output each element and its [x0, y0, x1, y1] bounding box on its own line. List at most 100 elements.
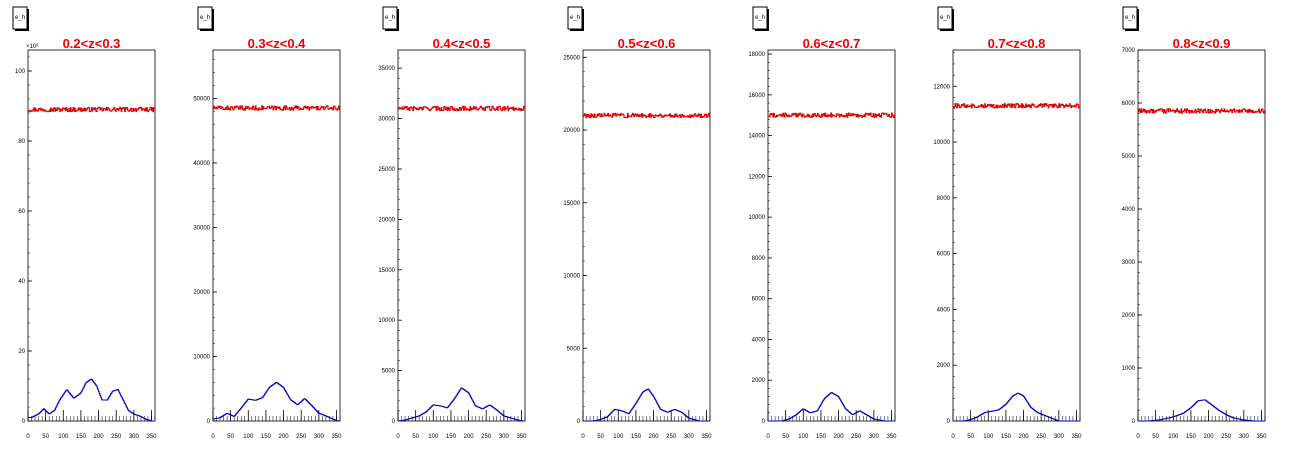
- x-tick-label: 250: [296, 434, 307, 440]
- x-tick-label: 200: [834, 434, 845, 440]
- y-tick-label: 8000: [752, 256, 766, 262]
- chart-title: 0.8<z<0.9: [1173, 36, 1231, 51]
- y-tick-label: 8000: [937, 196, 951, 202]
- y-tick-label: 40: [18, 279, 25, 285]
- y-tick-label: 2000: [752, 378, 766, 384]
- y-tick-label: 1000: [1122, 366, 1136, 372]
- y-tick-label: 2000: [937, 363, 951, 369]
- x-tick-label: 300: [1239, 434, 1250, 440]
- x-tick-label: 200: [649, 434, 660, 440]
- x-tick-label: 300: [314, 434, 325, 440]
- panel-1: e_h 0.2<z<0.3 ×10³ 0 20 40 60 80 100 0 50 100 150 200…: [12, 6, 157, 440]
- x-tick-label: 0: [581, 434, 585, 440]
- x-tick-label: 150: [446, 434, 457, 440]
- y-tick-label: 16000: [748, 93, 765, 99]
- x-tick-label: 350: [516, 434, 527, 440]
- statbox: [752, 6, 768, 30]
- series-bottom-line: [583, 388, 710, 422]
- y-tick-label: 12000: [748, 174, 765, 180]
- plot-frame: [582, 49, 711, 422]
- x-tick-label: 50: [42, 434, 49, 440]
- y-tick-label: 6000: [1122, 101, 1136, 107]
- y-tick-label: 2000: [1122, 313, 1136, 319]
- series-top-line: [768, 112, 895, 118]
- y-tick-label: 0: [577, 419, 581, 425]
- y-tick-label: 30000: [378, 117, 395, 123]
- panel-7: e_h0.8<z<0.90100020003000400050006000700…: [1122, 6, 1267, 440]
- x-tick-label: 150: [76, 434, 87, 440]
- y-tick-label: 25000: [563, 55, 580, 61]
- x-tick-label: 50: [1152, 434, 1159, 440]
- y-tick-label: 100: [15, 69, 26, 75]
- x-tick-label: 0: [211, 434, 215, 440]
- x-tick-label: 350: [701, 434, 712, 440]
- statbox: [937, 6, 953, 30]
- x-tick-label: 0: [1136, 434, 1140, 440]
- x-tick-label: 100: [613, 434, 624, 440]
- x-tick-label: 350: [331, 434, 342, 440]
- y-tick-label: 15000: [378, 268, 395, 274]
- y-tick-label: 35000: [378, 66, 395, 72]
- statbox: [382, 6, 398, 30]
- y-tick-label: 0: [1132, 419, 1136, 425]
- x-tick-label: 0: [396, 434, 400, 440]
- y-tick-label: 25000: [378, 167, 395, 173]
- x-tick-label: 150: [631, 434, 642, 440]
- x-tick-label: 200: [94, 434, 105, 440]
- y-tick-label: 20: [18, 349, 25, 355]
- x-tick-label: 50: [782, 434, 789, 440]
- x-tick-label: 0: [951, 434, 955, 440]
- x-tick-label: 150: [1186, 434, 1197, 440]
- x-tick-label: 250: [666, 434, 677, 440]
- series-bottom-line: [768, 392, 895, 422]
- statbox-label: e_h: [385, 15, 395, 21]
- y-tick-label: 10000: [193, 354, 210, 360]
- x-tick-label: 350: [886, 434, 897, 440]
- y-tick-label: 12000: [933, 84, 950, 90]
- y-tick-label: 60: [18, 209, 25, 215]
- y-tick-label: 0: [762, 419, 766, 425]
- x-tick-label: 0: [766, 434, 770, 440]
- y-tick-label: 50000: [193, 96, 210, 102]
- y-tick-label: 6000: [752, 297, 766, 303]
- y-tick-label: 20000: [378, 217, 395, 223]
- panel-6: e_h 0.7<z<0.8 0 2000 4000 6000 8000 10000 12000 0…: [933, 6, 1082, 440]
- y-tick-label: 0: [947, 419, 951, 425]
- statbox-label: e_h: [1125, 15, 1135, 21]
- x-tick-label: 250: [1221, 434, 1232, 440]
- series-top-line: [1138, 108, 1265, 114]
- x-tick-label: 100: [1168, 434, 1179, 440]
- series-bottom-line: [953, 392, 1080, 422]
- x-tick-label: 200: [279, 434, 290, 440]
- plot-frame: [212, 49, 341, 422]
- plot-frame: [27, 49, 156, 422]
- x-tick-label: 200: [464, 434, 475, 440]
- x-tick-label: 350: [1256, 434, 1267, 440]
- y-tick-label: 0: [392, 419, 396, 425]
- x-tick-label: 50: [227, 434, 234, 440]
- statbox: [12, 6, 28, 30]
- x-tick-label: 100: [58, 434, 69, 440]
- x-tick-label: 200: [1204, 434, 1215, 440]
- y-tick-label: 18000: [748, 52, 765, 58]
- y-tick-label: 3000: [1122, 260, 1136, 266]
- y-exponent-label: ×10³: [26, 44, 38, 50]
- y-tick-label: 7000: [1122, 48, 1136, 54]
- x-tick-label: 100: [428, 434, 439, 440]
- x-tick-label: 200: [1019, 434, 1030, 440]
- panel-2: e_h 0.3<z<0.4 0 10000 20000 30000 40000 50000 0 5…: [193, 6, 342, 440]
- x-tick-label: 100: [798, 434, 809, 440]
- y-tick-label: 4000: [1122, 207, 1136, 213]
- x-tick-label: 150: [816, 434, 827, 440]
- series-top-line: [213, 105, 340, 111]
- chart-title: 0.6<z<0.7: [803, 36, 861, 51]
- panel-3: e_h 0.4<z<0.5 0 5000 10000 15000 20000 25000 300…: [378, 6, 527, 440]
- chart-title: 0.4<z<0.5: [433, 36, 491, 51]
- statbox-label: e_h: [200, 15, 210, 21]
- x-tick-label: 300: [499, 434, 510, 440]
- series-top-line: [583, 112, 710, 119]
- x-tick-label: 0: [26, 434, 30, 440]
- y-tick-label: 30000: [193, 225, 210, 231]
- statbox: [1122, 6, 1138, 30]
- series-top-line: [28, 106, 155, 113]
